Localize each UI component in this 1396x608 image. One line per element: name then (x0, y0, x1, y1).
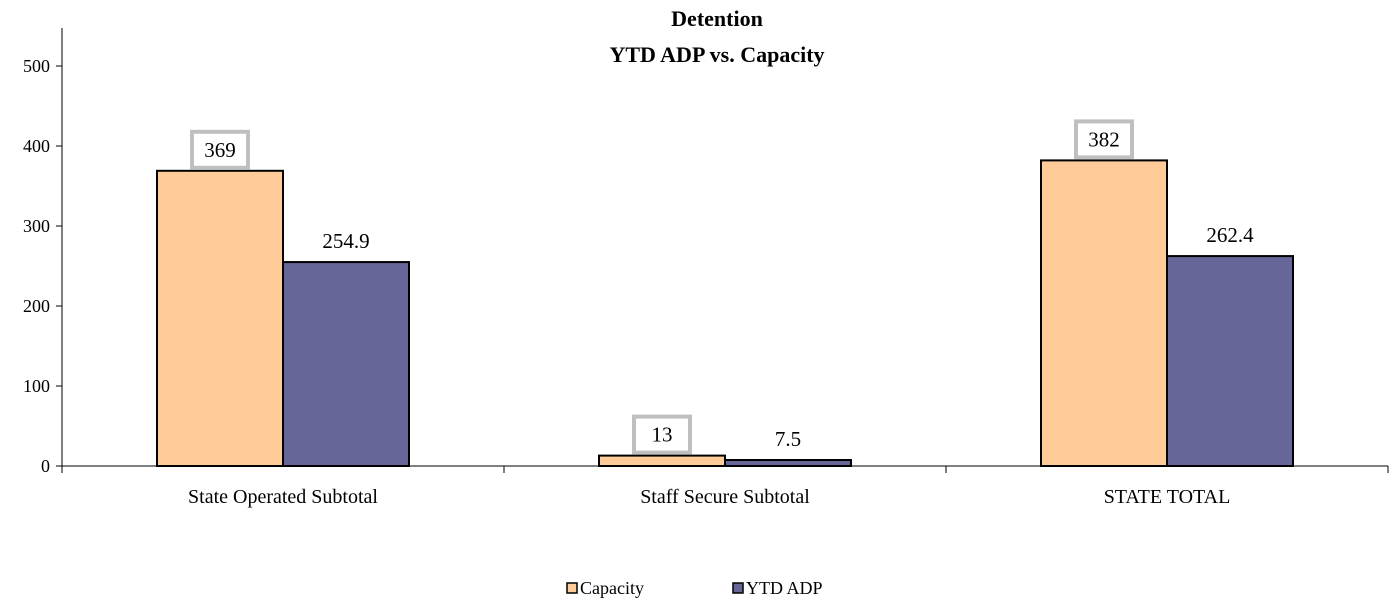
legend: Capacity YTD ADP (566, 578, 823, 598)
y-tick-label: 0 (41, 456, 50, 476)
data-label-box (632, 414, 692, 455)
bar-ytd-adp (724, 459, 852, 467)
bar-ytd-adp (282, 261, 410, 467)
data-label: 369 (204, 138, 236, 162)
bar-capacity (1040, 159, 1168, 467)
data-label-box (1074, 119, 1134, 160)
chart-subtitle: YTD ADP vs. Capacity (609, 42, 824, 67)
data-label: 7.5 (775, 427, 801, 451)
y-tick-label: 300 (23, 216, 50, 236)
category-label: Staff Secure Subtotal (640, 486, 810, 508)
category-label: STATE TOTAL (1104, 486, 1231, 508)
y-tick-label: 400 (23, 136, 50, 156)
category-labels-group: State Operated Subtotal Staff Secure Subt… (188, 486, 1230, 508)
y-tick-label: 200 (23, 296, 50, 316)
data-label: 254.9 (322, 229, 369, 253)
data-label: 13 (652, 423, 673, 447)
y-tick-label: 100 (23, 376, 50, 396)
data-label: 382 (1088, 127, 1120, 151)
legend-swatch-ytd-adp (732, 582, 744, 594)
y-tick-label: 500 (23, 56, 50, 76)
legend-label: YTD ADP (746, 578, 823, 598)
bar-ytd-adp (1166, 255, 1294, 467)
legend-swatch-capacity (566, 582, 578, 594)
data-label-box (190, 129, 250, 170)
data-labels-group: 369 254.9 13 7.5 382 262.4 (190, 119, 1254, 455)
x-axis-ticks (61, 466, 1389, 473)
bar-capacity (598, 454, 726, 468)
chart-title: Detention (671, 6, 763, 31)
bars-group (156, 159, 1294, 468)
y-axis-ticks: 0 100 200 300 400 500 (23, 56, 62, 476)
category-label: State Operated Subtotal (188, 486, 378, 508)
bar-capacity (156, 169, 284, 468)
legend-label: Capacity (580, 578, 644, 598)
data-label: 262.4 (1206, 223, 1254, 247)
